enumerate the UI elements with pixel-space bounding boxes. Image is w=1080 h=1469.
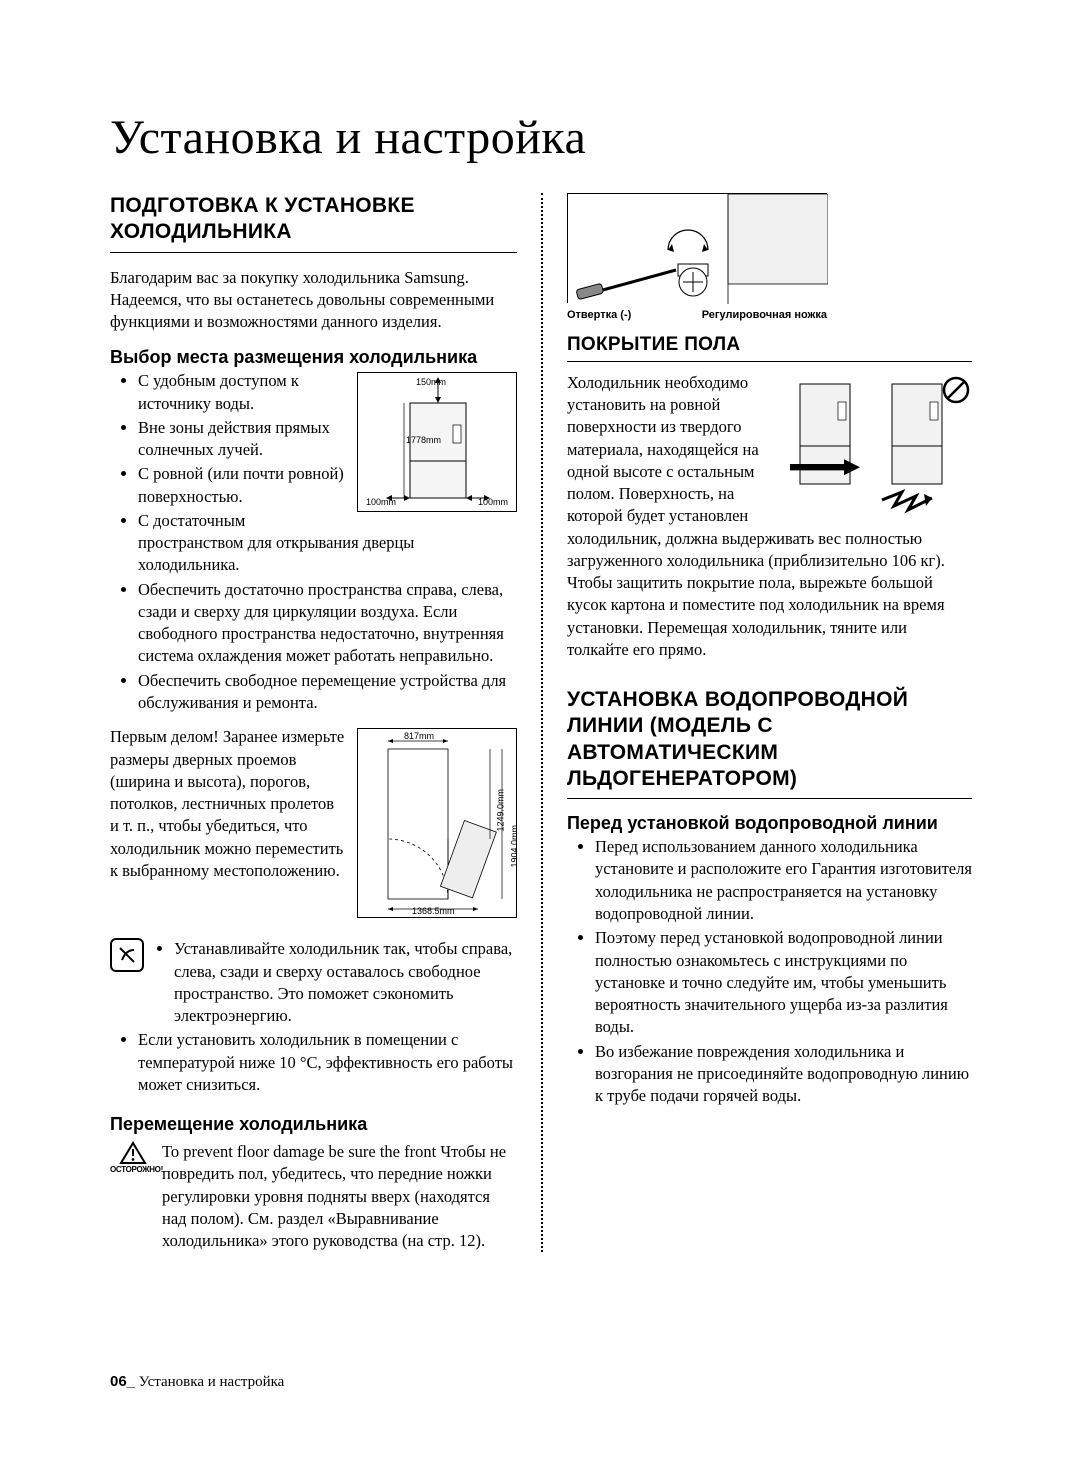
note-icon — [110, 938, 144, 972]
heading-water: УСТАНОВКА ВОДОПРОВОДНОЙ ЛИНИИ (МОДЕЛЬ С … — [567, 687, 972, 792]
column-divider — [541, 193, 543, 1252]
dim-top: 150mm — [416, 377, 446, 387]
caution-label: ОСТОРОЖНО! — [110, 1165, 156, 1174]
doorway-diagram: 817mm 1368.5mm 1249.0mm 1904.0mm — [357, 728, 517, 918]
page-content: Установка и настройка ПОДГОТОВКА К УСТАН… — [110, 110, 972, 1252]
caution-icon: ОСТОРОЖНО! — [110, 1141, 156, 1252]
label-screwdriver: Отвертка (-) — [567, 309, 631, 321]
list-item: Во избежание повреждения холодильника и … — [595, 1041, 972, 1108]
list-item: Если установить холодильник в помещении … — [138, 1029, 517, 1096]
dim-left: 100mm — [366, 497, 396, 507]
page-number: 06_ — [110, 1373, 135, 1390]
list-item: Обеспечить достаточно пространства справ… — [138, 579, 517, 668]
caution-block: ОСТОРОЖНО! To prevent floor damage be su… — [110, 1141, 517, 1252]
note-list: Устанавливайте холодильник так, чтобы сп… — [154, 938, 517, 1029]
heading-prep: ПОДГОТОВКА К УСТАНОВКЕ ХОЛОДИЛЬНИКА — [110, 193, 517, 246]
heading-placement: Выбор места размещения холодильника — [110, 347, 517, 368]
list-item: Обеспечить свободное перемещение устройс… — [138, 670, 517, 715]
list-item: Перед использованием данного холодильник… — [595, 836, 972, 925]
prohibit-icon — [942, 376, 970, 404]
two-column-layout: ПОДГОТОВКА К УСТАНОВКЕ ХОЛОДИЛЬНИКА Благ… — [110, 193, 972, 1252]
list-item: Устанавливайте холодильник так, чтобы сп… — [174, 938, 517, 1027]
dim-depth: 1368.5mm — [412, 906, 455, 916]
heading-floor: ПОКРЫТИЕ ПОЛА — [567, 333, 972, 357]
list-item: С достаточным пространством для открыван… — [138, 510, 517, 577]
heading-rule — [567, 798, 972, 799]
water-list: Перед использованием данного холодильник… — [567, 836, 972, 1107]
diagram-labels: Отвертка (-) Регулировочная ножка — [567, 309, 827, 321]
right-column: Отвертка (-) Регулировочная ножка ПОКРЫТ… — [567, 193, 972, 1252]
heading-rule — [110, 252, 517, 253]
note-list-cont: Если установить холодильник в помещении … — [110, 1029, 517, 1096]
intro-paragraph: Благодарим вас за покупку холодильника S… — [110, 267, 517, 334]
list-item: Поэтому перед установкой водопроводной л… — [595, 927, 972, 1038]
page-title: Установка и настройка — [110, 110, 972, 165]
dim-right: 100mm — [478, 497, 508, 507]
clearance-diagram: 150mm 1778mm 100mm 100mm — [357, 372, 517, 512]
dim-height: 1778mm — [406, 435, 441, 445]
dim-h1: 1249.0mm — [496, 789, 506, 832]
page-footer: 06_ Установка и настройка — [110, 1373, 284, 1391]
dim-h2: 1904.0mm — [510, 825, 517, 868]
heading-moving: Перемещение холодильника — [110, 1114, 517, 1135]
footer-text: Установка и настройка — [135, 1374, 284, 1390]
note-block: Устанавливайте холодильник так, чтобы сп… — [110, 938, 517, 1029]
floor-move-diagram — [782, 374, 972, 514]
left-column: ПОДГОТОВКА К УСТАНОВКЕ ХОЛОДИЛЬНИКА Благ… — [110, 193, 517, 1252]
leveling-diagram — [567, 193, 827, 303]
label-leg: Регулировочная ножка — [702, 309, 827, 321]
dim-width: 817mm — [404, 731, 434, 741]
heading-before-water: Перед установкой водопроводной линии — [567, 813, 972, 834]
heading-rule — [567, 361, 972, 362]
caution-text: To prevent floor damage be sure the fron… — [162, 1141, 517, 1252]
